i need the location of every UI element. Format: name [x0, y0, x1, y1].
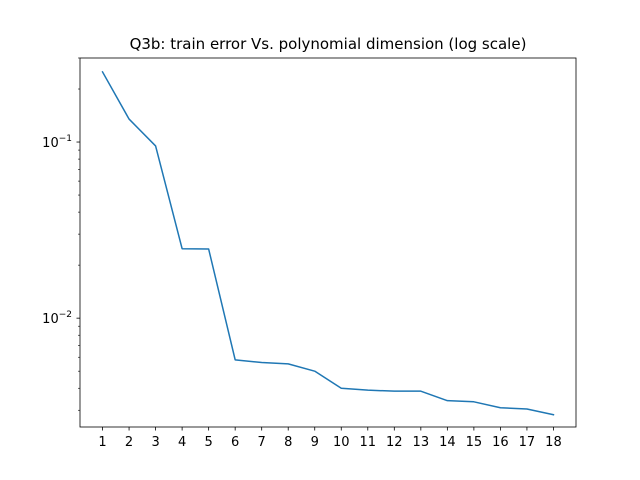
x-tick-label: 12 — [386, 435, 403, 450]
y-tick-label-exponent: −1 — [59, 134, 72, 144]
x-tick-label: 7 — [258, 435, 266, 450]
series-line — [101, 70, 555, 416]
x-tick-label: 17 — [519, 435, 536, 450]
x-tick-label: 11 — [360, 435, 377, 450]
x-tick-label: 9 — [311, 435, 319, 450]
y-tick-label-exponent: −2 — [59, 310, 72, 320]
x-tick-label: 1 — [98, 435, 106, 450]
x-tick-label: 6 — [231, 435, 239, 450]
y-tick-label-base: 10 — [42, 136, 59, 151]
chart-title: Q3b: train error Vs. polynomial dimensio… — [130, 35, 527, 53]
x-tick-label: 4 — [178, 435, 186, 450]
y-tick-label-base: 10 — [42, 312, 59, 327]
x-tick-label: 15 — [466, 435, 483, 450]
x-tick-label: 2 — [125, 435, 133, 450]
x-tick-label: 16 — [492, 435, 509, 450]
y-tick-label: 10−2 — [42, 310, 72, 327]
x-tick-label: 8 — [284, 435, 292, 450]
x-tick-label: 10 — [333, 435, 350, 450]
y-tick-label: 10−1 — [42, 134, 72, 151]
x-tick-label: 3 — [151, 435, 159, 450]
axes-frame — [79, 57, 577, 428]
x-tick-label: 14 — [439, 435, 456, 450]
x-tick-label: 13 — [413, 435, 430, 450]
x-tick-label: 18 — [545, 435, 562, 450]
x-tick-label: 5 — [205, 435, 213, 450]
